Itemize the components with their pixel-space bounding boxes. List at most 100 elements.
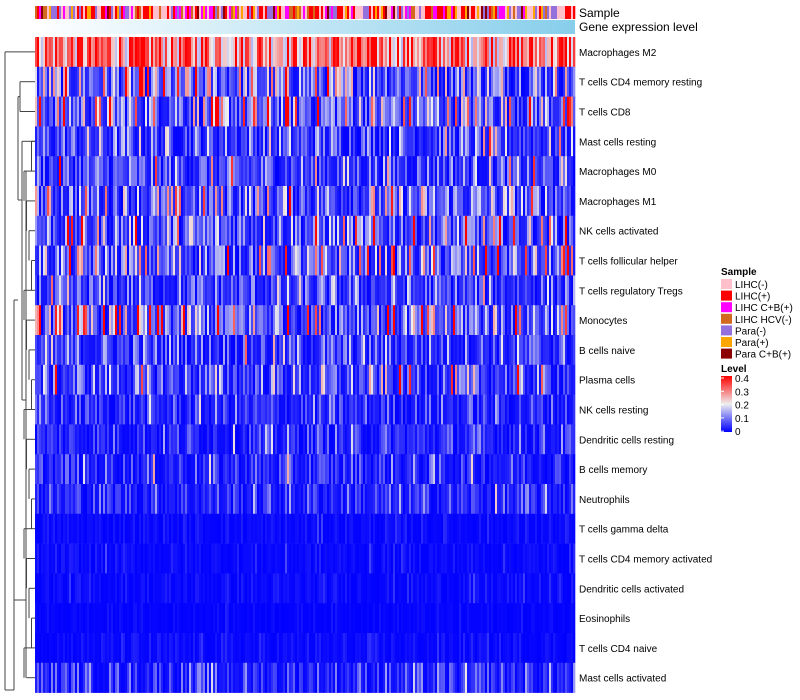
heatmap-cell	[315, 96, 318, 127]
heatmap-cell	[205, 156, 208, 187]
heatmap-cell	[201, 454, 204, 485]
heatmap-cell	[495, 424, 498, 455]
heatmap-cell	[271, 126, 274, 157]
heatmap-cell	[507, 126, 510, 157]
heatmap-cell	[69, 513, 72, 544]
heatmap-cell	[537, 394, 540, 425]
heatmap-cell	[269, 245, 272, 276]
heatmap-cell	[529, 126, 532, 157]
heatmap-cell	[469, 513, 472, 544]
heatmap-cell	[185, 394, 188, 425]
heatmap-cell	[115, 37, 118, 68]
heatmap-cell	[445, 364, 448, 395]
heatmap-cell	[437, 454, 440, 485]
heatmap-cell	[105, 275, 108, 306]
heatmap-cell	[407, 96, 410, 127]
heatmap-cell	[95, 454, 98, 485]
heatmap-cell	[519, 126, 522, 157]
heatmap-cell	[55, 215, 58, 246]
heatmap-cell	[253, 156, 256, 187]
heatmap-cell	[361, 424, 364, 455]
heatmap-cell	[117, 215, 120, 246]
heatmap-cell	[279, 186, 282, 217]
heatmap-cell	[401, 126, 404, 157]
heatmap-cell	[189, 156, 192, 187]
heatmap-cell	[477, 484, 480, 515]
heatmap-cell	[301, 37, 304, 68]
heatmap-cell	[423, 37, 426, 68]
heatmap-cell	[353, 335, 356, 366]
heatmap-cell	[69, 543, 72, 574]
heatmap-cell	[425, 394, 428, 425]
heatmap-cell	[67, 156, 70, 187]
heatmap-cell	[279, 364, 282, 395]
heatmap-cell	[489, 186, 492, 217]
heatmap-cell	[511, 215, 514, 246]
heatmap-cell	[437, 394, 440, 425]
heatmap-cell	[173, 305, 176, 336]
heatmap-cell	[307, 186, 310, 217]
heatmap-cell	[93, 424, 96, 455]
heatmap-cell	[475, 37, 478, 68]
heatmap-cell	[529, 156, 532, 187]
heatmap-cell	[349, 96, 352, 127]
heatmap-cell	[379, 37, 382, 68]
heatmap-cell	[189, 245, 192, 276]
heatmap-cell	[287, 126, 290, 157]
heatmap-cell	[299, 37, 302, 68]
heatmap-cell	[225, 454, 228, 485]
heatmap-cell	[207, 215, 210, 246]
heatmap-cell	[527, 424, 530, 455]
heatmap-cell	[293, 156, 296, 187]
heatmap-cell	[561, 245, 564, 276]
heatmap-cell	[357, 275, 360, 306]
heatmap-cell	[343, 513, 346, 544]
heatmap-cell	[443, 513, 446, 544]
sample-annotation-cell	[189, 6, 192, 19]
heatmap-cell	[45, 394, 48, 425]
heatmap-cell	[201, 126, 204, 157]
heatmap-cell	[133, 156, 136, 187]
heatmap-cell	[83, 305, 86, 336]
heatmap-cell	[483, 37, 486, 68]
heatmap-cell	[95, 335, 98, 366]
heatmap-cell	[91, 186, 94, 217]
heatmap-cell	[51, 543, 54, 574]
heatmap-cell	[203, 305, 206, 336]
heatmap-cell	[475, 156, 478, 187]
heatmap-cell	[545, 37, 548, 68]
heatmap-cell	[71, 394, 74, 425]
heatmap-cell	[63, 305, 66, 336]
sample-annotation-cell	[279, 6, 282, 19]
heatmap-cell	[77, 394, 80, 425]
heatmap-cell	[493, 305, 496, 336]
heatmap-cell	[115, 126, 118, 157]
heatmap-cell	[155, 186, 158, 217]
heatmap-cell	[147, 126, 150, 157]
heatmap-cell	[219, 37, 222, 68]
heatmap-cell	[523, 275, 526, 306]
heatmap-cell	[447, 126, 450, 157]
heatmap-cell	[423, 513, 426, 544]
heatmap-cell	[279, 394, 282, 425]
heatmap-cell	[313, 37, 316, 68]
heatmap-cell	[277, 96, 280, 127]
sample-annotation-cell	[453, 6, 456, 19]
heatmap-cell	[305, 424, 308, 455]
heatmap-cell	[347, 37, 350, 68]
heatmap-cell	[373, 37, 376, 68]
heatmap-cell	[463, 454, 466, 485]
heatmap-cell	[47, 37, 50, 68]
heatmap-cell	[147, 245, 150, 276]
heatmap-cell	[173, 394, 176, 425]
heatmap-cell	[403, 186, 406, 217]
heatmap-cell	[115, 215, 118, 246]
heatmap-cell	[437, 364, 440, 395]
heatmap-cell	[567, 364, 570, 395]
heatmap-cell	[193, 424, 196, 455]
heatmap-cell	[367, 275, 370, 306]
heatmap-cell	[297, 126, 300, 157]
heatmap-cell	[471, 513, 474, 544]
heatmap-cell	[473, 245, 476, 276]
heatmap-cell	[513, 126, 516, 157]
